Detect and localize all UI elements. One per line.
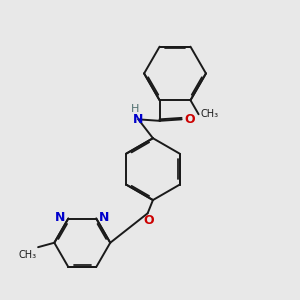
Text: CH₃: CH₃ bbox=[201, 109, 219, 119]
Text: O: O bbox=[184, 113, 195, 126]
Text: N: N bbox=[133, 113, 143, 126]
Text: O: O bbox=[144, 214, 154, 227]
Text: N: N bbox=[54, 211, 65, 224]
Text: N: N bbox=[99, 211, 109, 224]
Text: H: H bbox=[130, 104, 139, 114]
Text: CH₃: CH₃ bbox=[19, 250, 37, 260]
